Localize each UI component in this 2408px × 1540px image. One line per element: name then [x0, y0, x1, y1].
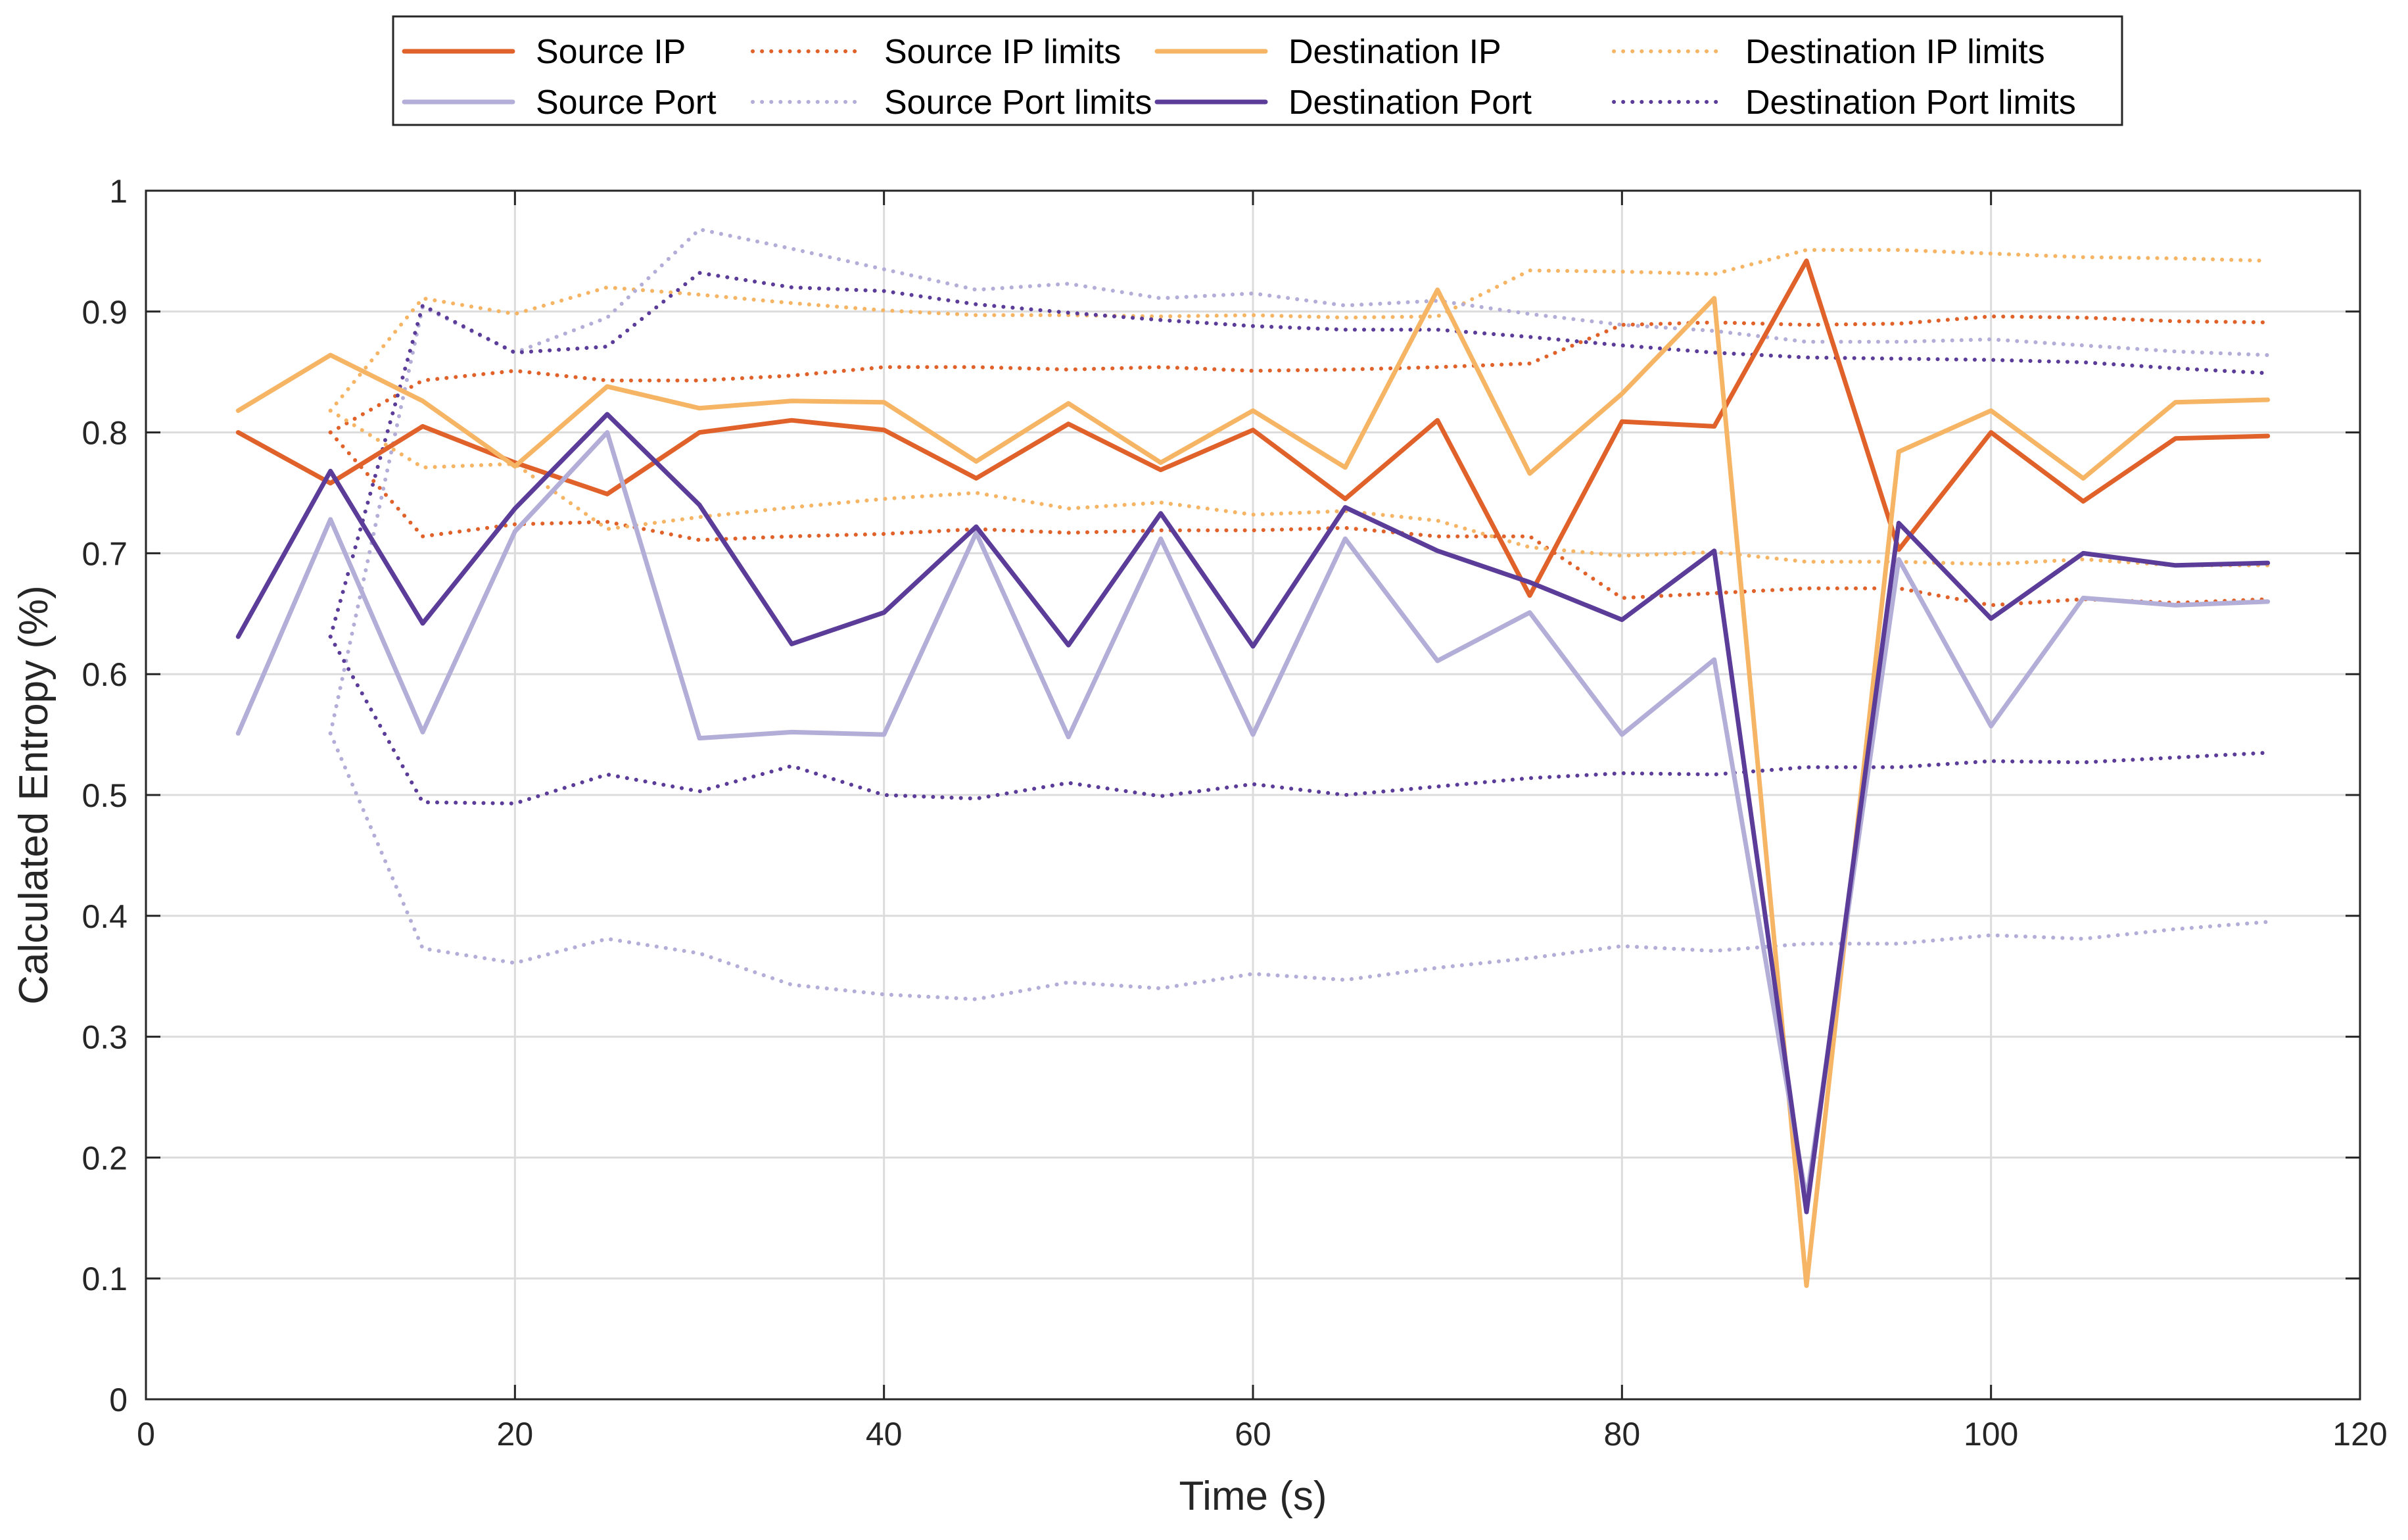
y-tick-label: 0.7 — [82, 535, 128, 572]
legend-label-destination-port: Destination Port — [1288, 84, 1532, 122]
series-line-destination-port — [235, 412, 2271, 1215]
y-axis-title: Calculated Entropy (%) — [11, 585, 57, 1005]
x-tick-label: 0 — [137, 1416, 155, 1453]
y-axis-ticks: 0 0.1 0.2 0.3 0.4 0.5 0.6 0.7 0.8 0.9 1 — [82, 173, 2360, 1418]
legend-label-source-port: Source Port — [536, 84, 717, 122]
legend-box — [392, 15, 2123, 126]
x-tick-label: 100 — [1964, 1416, 2018, 1453]
y-tick-label: 0.6 — [82, 656, 128, 693]
series-line-source-port — [235, 430, 2271, 1203]
y-tick-label: 0.5 — [82, 777, 128, 814]
series-line-source-ip-limits — [328, 314, 2270, 435]
series-line-source-ip-limits-lower — [328, 430, 2270, 608]
y-tick-label: 0.2 — [82, 1140, 128, 1176]
series-layer — [235, 227, 2271, 1288]
y-tick-label: 0.1 — [82, 1261, 128, 1297]
legend-label-source-ip-limits: Source IP limits — [884, 33, 1121, 71]
series-line-destination-port-limits — [328, 271, 2270, 639]
y-tick-label: 1 — [109, 173, 128, 210]
x-tick-label: 60 — [1235, 1416, 1271, 1453]
x-tick-label: 120 — [2332, 1416, 2387, 1453]
legend-label-destination-ip-limits: Destination IP limits — [1745, 33, 2045, 71]
legend: Source IP Source IP limits Destination IP D… — [392, 15, 2123, 126]
legend-label-source-ip: Source IP — [536, 33, 686, 71]
y-tick-label: 0.3 — [82, 1019, 128, 1056]
series-line-destination-port-limits-lower — [328, 635, 2270, 806]
y-tick-label: 0.9 — [82, 294, 128, 331]
y-tick-label: 0 — [109, 1382, 128, 1418]
legend-label-source-port-limits: Source Port limits — [884, 84, 1152, 122]
series-line-destination-ip-limits — [328, 248, 2270, 413]
y-tick-label: 0.4 — [82, 898, 128, 935]
x-axis-ticks: 0 20 40 60 80 100 120 — [137, 191, 2388, 1453]
x-tick-label: 40 — [866, 1416, 903, 1453]
series-line-destination-ip — [235, 287, 2271, 1288]
x-tick-label: 20 — [497, 1416, 534, 1453]
legend-label-destination-port-limits: Destination Port limits — [1745, 84, 2076, 122]
series-line-source-port-limits — [328, 227, 2270, 736]
legend-label-destination-ip: Destination IP — [1288, 33, 1501, 71]
series-line-destination-ip-limits-lower — [328, 408, 2270, 567]
series-line-source-ip — [235, 258, 2271, 598]
x-tick-label: 80 — [1604, 1416, 1641, 1453]
y-tick-label: 0.8 — [82, 415, 128, 452]
x-axis-title: Time (s) — [1179, 1474, 1327, 1519]
